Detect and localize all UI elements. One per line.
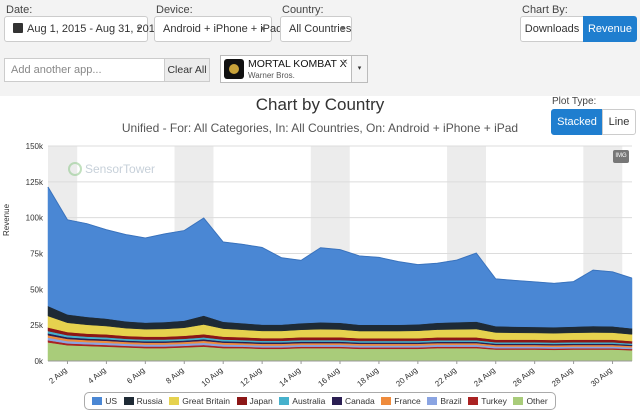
clear-all-button[interactable]: Clear All bbox=[164, 58, 210, 82]
x-tick-label: 12 Aug bbox=[239, 366, 264, 389]
legend-swatch bbox=[92, 397, 103, 405]
legend-item-brazil[interactable]: Brazil bbox=[427, 396, 462, 406]
plot-type-stacked-button[interactable]: Stacked bbox=[551, 109, 603, 135]
date-label: Date: bbox=[6, 4, 33, 16]
y-tick-label: 75k bbox=[30, 250, 44, 259]
device-value: Android + iPhone + iPad bbox=[163, 23, 283, 35]
selected-app-chip[interactable]: MORTAL KOMBAT X Warner Bros. × bbox=[220, 55, 352, 83]
chartby-downloads-button[interactable]: Downloads bbox=[520, 16, 584, 42]
us-outline bbox=[47, 186, 633, 284]
series-areas bbox=[47, 186, 633, 362]
y-tick-label: 50k bbox=[30, 285, 44, 294]
legend-swatch bbox=[468, 397, 479, 405]
legend-swatch bbox=[236, 397, 247, 405]
legend-item-russia[interactable]: Russia bbox=[123, 396, 163, 406]
legend-item-japan[interactable]: Japan bbox=[236, 396, 273, 406]
x-tick-label: 2 Aug bbox=[47, 366, 68, 386]
date-range-select[interactable]: Aug 1, 2015 - Aug 31, 2015 ▾ bbox=[4, 16, 161, 42]
chart-subtitle: Unified - For: All Categories, In: All C… bbox=[121, 121, 519, 135]
country-label: Country: bbox=[282, 4, 324, 16]
legend-item-great-britain[interactable]: Great Britain bbox=[169, 396, 230, 406]
y-tick-label: 25k bbox=[30, 321, 44, 330]
plot-type-line-button[interactable]: Line bbox=[602, 109, 636, 135]
export-image-button[interactable]: IMG bbox=[613, 150, 629, 163]
y-axis-label: Revenue bbox=[2, 203, 11, 236]
legend-swatch bbox=[123, 397, 134, 405]
x-tick-label: 30 Aug bbox=[589, 366, 614, 389]
chartby-label: Chart By: bbox=[522, 4, 568, 16]
calendar-icon bbox=[13, 23, 23, 33]
legend-item-canada[interactable]: Canada bbox=[331, 396, 375, 406]
y-tick-label: 0k bbox=[35, 357, 44, 366]
remove-app-icon[interactable]: × bbox=[342, 57, 348, 68]
plot-type-label: Plot Type: bbox=[552, 96, 597, 107]
device-select[interactable]: Android + iPhone + iPad ▾ bbox=[154, 16, 282, 42]
app-publisher: Warner Bros. bbox=[248, 71, 295, 80]
x-tick-label: 18 Aug bbox=[355, 366, 380, 389]
x-tick-label: 14 Aug bbox=[277, 366, 302, 389]
chart-legend: US Russia Great Britain Japan Australia … bbox=[84, 392, 556, 410]
legend-item-australia[interactable]: Australia bbox=[279, 396, 325, 406]
sensortower-logo-icon bbox=[68, 162, 82, 176]
legend-swatch bbox=[513, 397, 524, 405]
legend-swatch bbox=[381, 397, 392, 405]
legend-swatch bbox=[169, 397, 180, 405]
chart-title: Chart by Country bbox=[255, 95, 385, 114]
chevron-down-icon: ▾ bbox=[260, 24, 265, 33]
x-tick-label: 24 Aug bbox=[472, 366, 497, 389]
y-tick-label: 125k bbox=[26, 178, 44, 187]
chartby-revenue-button[interactable]: Revenue bbox=[583, 16, 637, 42]
legend-item-us[interactable]: US bbox=[92, 396, 117, 406]
app-dropdown-button[interactable]: ▾ bbox=[352, 55, 368, 83]
x-tick-label: 6 Aug bbox=[125, 366, 146, 386]
chevron-down-icon: ▾ bbox=[340, 24, 345, 33]
legend-item-france[interactable]: France bbox=[381, 396, 421, 406]
y-tick-label: 100k bbox=[26, 214, 44, 223]
x-tick-label: 4 Aug bbox=[86, 366, 107, 386]
x-tick-label: 26 Aug bbox=[511, 366, 536, 389]
app-name: MORTAL KOMBAT X bbox=[248, 58, 347, 70]
sensortower-watermark: SensorTower bbox=[68, 162, 155, 176]
x-tick-label: 28 Aug bbox=[550, 366, 575, 389]
date-range-value: Aug 1, 2015 - Aug 31, 2015 bbox=[27, 23, 161, 35]
chevron-down-icon: ▾ bbox=[136, 24, 141, 33]
legend-item-turkey[interactable]: Turkey bbox=[468, 396, 507, 406]
x-tick-label: 20 Aug bbox=[394, 366, 419, 389]
watermark-text: SensorTower bbox=[85, 162, 156, 176]
app-icon bbox=[224, 59, 244, 79]
country-select[interactable]: All Countries ▾ bbox=[280, 16, 352, 42]
add-app-input[interactable]: Add another app... bbox=[4, 58, 164, 82]
country-value: All Countries bbox=[289, 23, 352, 35]
x-tick-label: 16 Aug bbox=[316, 366, 341, 389]
legend-swatch bbox=[427, 397, 438, 405]
y-tick-label: 150k bbox=[26, 142, 44, 151]
legend-swatch bbox=[331, 397, 342, 405]
legend-swatch bbox=[279, 397, 290, 405]
device-label: Device: bbox=[156, 4, 193, 16]
legend-item-other[interactable]: Other bbox=[513, 396, 548, 406]
x-tick-label: 10 Aug bbox=[200, 366, 225, 389]
x-tick-label: 22 Aug bbox=[433, 366, 458, 389]
x-tick-label: 8 Aug bbox=[164, 366, 185, 386]
